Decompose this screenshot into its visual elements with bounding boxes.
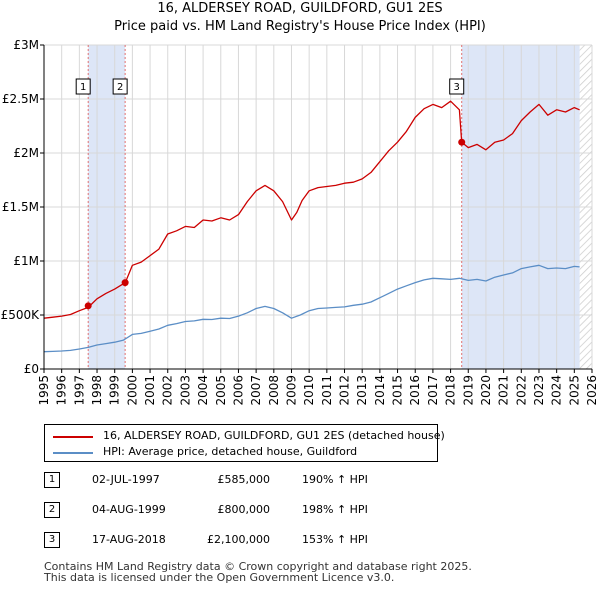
x-tick-label: 2022 [514, 375, 528, 406]
x-tick-label: 2004 [196, 375, 210, 406]
sale-number-box: 1 [44, 472, 60, 488]
table-row: 1 02-JUL-1997 £585,000 190% ↑ HPI [44, 472, 464, 502]
sale-label-rect [449, 78, 465, 95]
sale-date: 17-AUG-2018 [92, 533, 166, 546]
x-tick-label: 2002 [161, 375, 175, 406]
series-line-hpi [44, 264, 580, 353]
sale-number-box: 3 [44, 532, 60, 548]
sale-label-box: 3 [449, 78, 465, 95]
sale-label-text: 2 [117, 82, 123, 93]
x-tick-label: 1995 [37, 375, 51, 406]
footer-copyright: Contains HM Land Registry data © Crown c… [44, 560, 472, 573]
x-tick-label: 2020 [479, 375, 493, 406]
legend-swatch-property [53, 436, 93, 438]
legend-label-property: 16, ALDERSEY ROAD, GUILDFORD, GU1 2ES (d… [103, 429, 445, 442]
x-tick-label: 2026 [585, 375, 599, 406]
x-tick-label: 2018 [444, 375, 458, 406]
sale-label-box: 2 [112, 78, 128, 95]
sale-number-box: 2 [44, 502, 60, 518]
footer: Contains HM Land Registry data © Crown c… [44, 561, 472, 583]
sale-price: £585,000 [217, 473, 271, 486]
x-tick-label: 2009 [284, 375, 298, 406]
y-tick-label: £1M [13, 254, 39, 268]
y-tick-label: £0 [24, 362, 39, 376]
x-tick-label: 2010 [302, 375, 316, 406]
footer-license: This data is licensed under the Open Gov… [44, 571, 395, 584]
x-tick-label: 2023 [532, 375, 546, 406]
sales-table: 1 02-JUL-1997 £585,000 190% ↑ HPI 2 04-A… [44, 472, 464, 562]
sale-marker [84, 302, 92, 310]
x-tick-label: 1997 [72, 375, 86, 406]
x-tick-label: 2001 [143, 375, 157, 406]
table-row: 3 17-AUG-2018 £2,100,000 153% ↑ HPI [44, 532, 464, 562]
y-tick-label: £2M [13, 146, 39, 160]
legend-swatch-hpi [53, 452, 93, 454]
y-tick-label: £500K [1, 308, 41, 322]
x-tick-label: 2000 [125, 375, 139, 406]
table-row: 2 04-AUG-1999 £800,000 198% ↑ HPI [44, 502, 464, 532]
x-tick-label: 2007 [249, 375, 263, 406]
x-tick-label: 2011 [320, 375, 334, 406]
x-tick-label: 2003 [178, 375, 192, 406]
sale-hpi-change: 198% ↑ HPI [302, 503, 368, 516]
sale-label-rect [75, 78, 91, 95]
x-tick-label: 2012 [338, 375, 352, 406]
x-tick-label: 2017 [426, 375, 440, 406]
x-tick-label: 2019 [461, 375, 475, 406]
sale-label-text: 1 [80, 82, 86, 93]
x-tick-label: 2006 [231, 375, 245, 406]
x-tick-label: 1998 [90, 375, 104, 406]
x-tick-label: 2016 [408, 375, 422, 406]
legend: 16, ALDERSEY ROAD, GUILDFORD, GU1 2ES (d… [44, 424, 445, 462]
x-tick-label: 2024 [550, 375, 564, 406]
x-tick-label: 2013 [355, 375, 369, 406]
x-tick-label: 1999 [108, 375, 122, 406]
y-tick-label: £3M [13, 38, 39, 52]
y-tick-label: £1.5M [2, 200, 39, 214]
x-tick-label: 2005 [214, 375, 228, 406]
sale-label-box: 1 [75, 78, 91, 95]
y-tick-label: £2.5M [2, 92, 39, 106]
x-tick-label: 2015 [391, 375, 405, 406]
sale-hpi-change: 190% ↑ HPI [302, 473, 368, 486]
chart-subtitle: Price paid vs. HM Land Registry's House … [114, 19, 486, 34]
x-tick-label: 2008 [267, 375, 281, 406]
sale-date: 04-AUG-1999 [92, 503, 166, 516]
sale-price: £800,000 [217, 503, 271, 516]
sale-marker [458, 138, 466, 146]
sale-date: 02-JUL-1997 [92, 473, 160, 486]
series-line-property [44, 100, 580, 319]
chart-title: 16, ALDERSEY ROAD, GUILDFORD, GU1 2ES [157, 1, 443, 16]
sale-label-text: 3 [454, 82, 460, 93]
x-tick-label: 1996 [55, 375, 69, 406]
sale-hpi-change: 153% ↑ HPI [302, 533, 368, 546]
x-tick-label: 2025 [567, 375, 581, 406]
sale-label-rect [112, 78, 128, 95]
legend-label-hpi: HPI: Average price, detached house, Guil… [103, 445, 358, 458]
x-tick-label: 2021 [497, 375, 511, 406]
x-tick-label: 2014 [373, 375, 387, 406]
sale-price: £2,100,000 [207, 533, 270, 546]
sale-marker [121, 279, 129, 287]
